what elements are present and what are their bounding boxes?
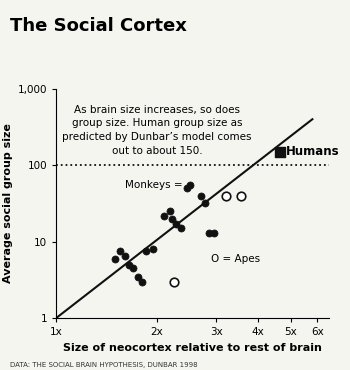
Text: Monkeys =: Monkeys = (125, 180, 182, 190)
Point (135, 274, 140, 280)
Point (211, 230, 217, 236)
Point (173, 221, 179, 227)
Point (184, 185, 189, 191)
Point (131, 265, 136, 271)
Point (172, 279, 177, 285)
Text: O = Apes: O = Apes (211, 254, 260, 264)
Point (223, 193, 229, 199)
Point (112, 256, 118, 262)
Text: The Social Cortex: The Social Cortex (10, 17, 187, 35)
Point (187, 182, 192, 188)
Point (143, 248, 148, 254)
Y-axis label: Average social group size: Average social group size (3, 124, 13, 283)
Point (150, 246, 156, 252)
Text: DATA: THE SOCIAL BRAIN HYPOTHESIS, DUNBAR 1998: DATA: THE SOCIAL BRAIN HYPOTHESIS, DUNBA… (10, 362, 198, 368)
Point (167, 208, 173, 214)
Text: As brain size increases, so does
group size. Human group size as
predicted by Du: As brain size increases, so does group s… (62, 105, 252, 156)
Point (277, 149, 283, 155)
Point (198, 193, 204, 199)
X-axis label: Size of neocortex relative to rest of brain: Size of neocortex relative to rest of br… (63, 343, 322, 353)
Point (169, 216, 175, 222)
Point (122, 253, 127, 259)
Text: Humans: Humans (285, 145, 339, 158)
Point (117, 248, 123, 254)
Point (178, 225, 183, 231)
Point (238, 193, 244, 199)
Point (161, 213, 167, 219)
Point (139, 279, 145, 285)
Point (202, 200, 208, 206)
Point (206, 230, 211, 236)
Point (126, 262, 132, 268)
